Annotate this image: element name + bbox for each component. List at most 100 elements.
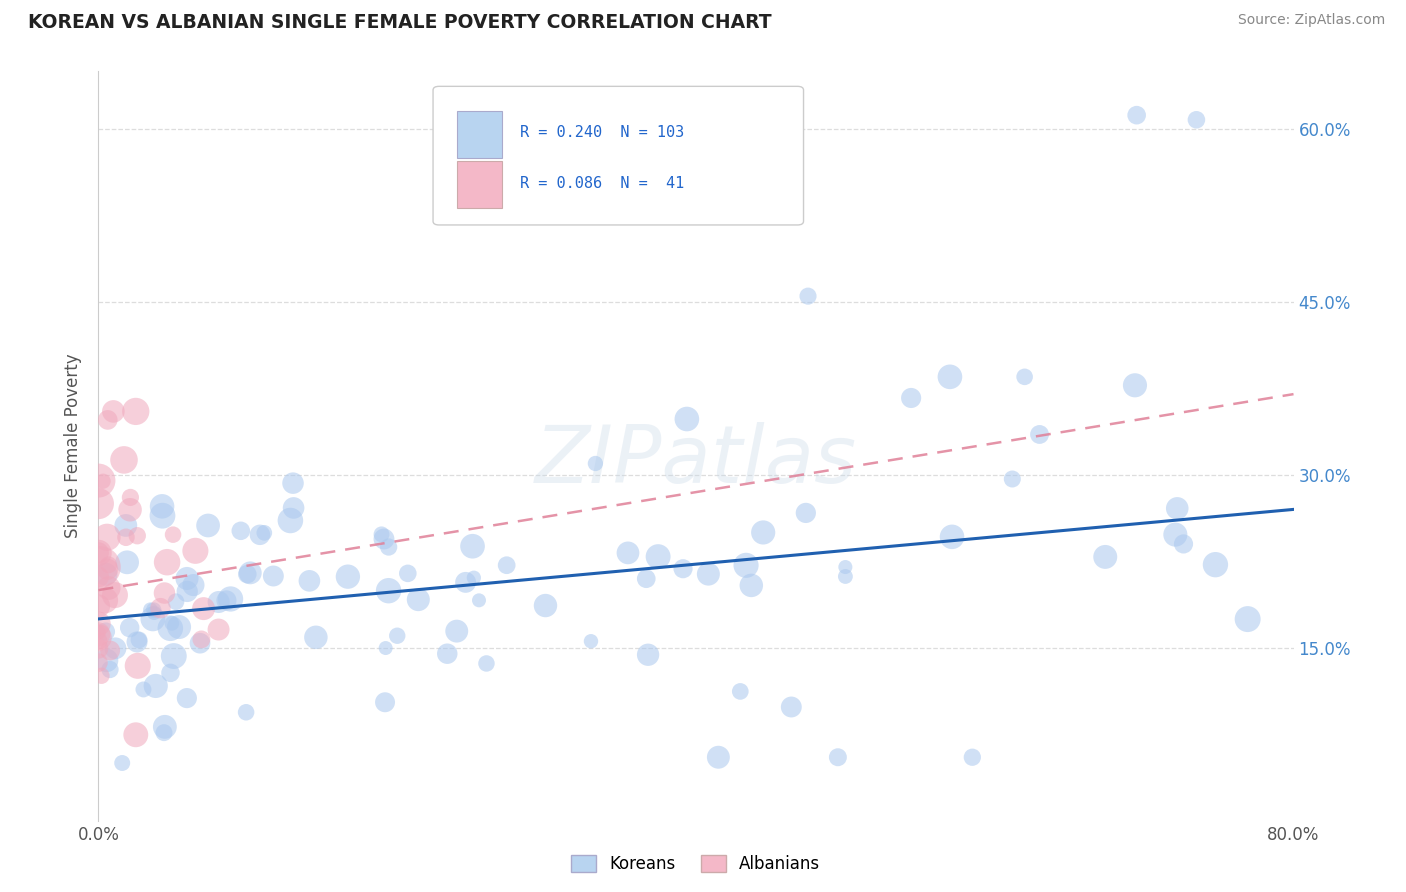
Point	[374, 641, 396, 656]
Point	[143, 606, 166, 620]
Point	[446, 624, 468, 639]
Point	[249, 528, 271, 542]
Point	[253, 525, 276, 540]
Point	[97, 413, 120, 427]
Point	[579, 634, 602, 648]
Point	[112, 453, 135, 467]
Point	[97, 558, 120, 572]
Point	[87, 474, 110, 488]
Point	[160, 616, 183, 631]
Point	[111, 756, 134, 770]
Text: R = 0.240  N = 103: R = 0.240 N = 103	[520, 125, 685, 140]
Point	[707, 750, 730, 764]
Text: KOREAN VS ALBANIAN SINGLE FEMALE POVERTY CORRELATION CHART: KOREAN VS ALBANIAN SINGLE FEMALE POVERTY…	[28, 13, 772, 32]
Point	[120, 502, 142, 516]
Point	[637, 648, 659, 662]
Point	[468, 593, 491, 607]
Y-axis label: Single Female Poverty: Single Female Poverty	[65, 354, 83, 538]
Point	[197, 518, 219, 533]
Point	[740, 578, 762, 592]
Point	[730, 684, 752, 698]
Point	[120, 491, 142, 505]
Point	[262, 569, 284, 583]
Point	[298, 574, 321, 588]
Point	[752, 525, 775, 540]
Point	[162, 527, 184, 541]
Point	[672, 562, 695, 576]
Point	[184, 544, 207, 558]
Point	[377, 540, 399, 554]
Point	[1236, 612, 1258, 626]
Point	[94, 624, 117, 639]
Point	[163, 648, 186, 663]
Point	[87, 631, 110, 645]
Point	[387, 629, 409, 643]
Point	[235, 706, 257, 720]
Point	[96, 562, 118, 576]
Point	[87, 599, 110, 613]
Point	[87, 627, 110, 641]
Point	[94, 593, 117, 607]
Point	[118, 621, 141, 635]
Point	[827, 750, 849, 764]
Point	[1166, 501, 1188, 516]
Point	[97, 581, 120, 595]
Text: Source: ZipAtlas.com: Source: ZipAtlas.com	[1237, 13, 1385, 28]
Point	[150, 500, 173, 514]
Point	[98, 643, 121, 657]
Point	[461, 539, 484, 553]
Point	[96, 653, 118, 667]
Point	[617, 546, 640, 560]
Point	[834, 569, 856, 583]
Point	[283, 500, 305, 515]
Point	[475, 657, 498, 671]
Point	[1001, 472, 1024, 486]
Point	[87, 546, 110, 560]
Point	[1014, 369, 1036, 384]
Point	[193, 601, 215, 615]
Point	[495, 558, 517, 573]
FancyBboxPatch shape	[433, 87, 804, 225]
Point	[159, 621, 181, 635]
Point	[176, 691, 198, 706]
Point	[208, 595, 231, 609]
Point	[229, 524, 252, 538]
Point	[115, 530, 138, 544]
Point	[176, 572, 198, 586]
Point	[1185, 112, 1208, 127]
Point	[87, 625, 110, 640]
Point	[1094, 549, 1116, 564]
Point	[190, 632, 212, 647]
Bar	[457, 161, 502, 208]
Point	[127, 529, 149, 543]
Point	[152, 508, 174, 523]
Point	[153, 720, 176, 734]
Point	[900, 391, 922, 405]
Point	[1204, 558, 1226, 572]
Text: R = 0.086  N =  41: R = 0.086 N = 41	[520, 177, 685, 191]
Point	[87, 570, 110, 584]
Point	[159, 665, 181, 680]
Point	[454, 575, 477, 590]
Point	[87, 546, 110, 560]
Point	[165, 595, 187, 609]
Point	[87, 656, 110, 670]
Point	[89, 560, 111, 574]
Point	[96, 530, 118, 544]
Point	[87, 616, 110, 631]
Point	[239, 566, 262, 580]
Point	[396, 566, 419, 581]
Point	[125, 728, 148, 742]
Point	[153, 725, 176, 739]
Point	[236, 567, 259, 582]
Point	[153, 586, 176, 600]
Point	[780, 700, 803, 714]
Point	[281, 476, 304, 491]
Point	[941, 530, 963, 544]
Point	[142, 612, 165, 626]
Point	[463, 571, 485, 585]
Point	[128, 632, 150, 647]
Point	[87, 633, 110, 648]
Point	[1164, 527, 1187, 541]
Bar	[457, 112, 502, 158]
